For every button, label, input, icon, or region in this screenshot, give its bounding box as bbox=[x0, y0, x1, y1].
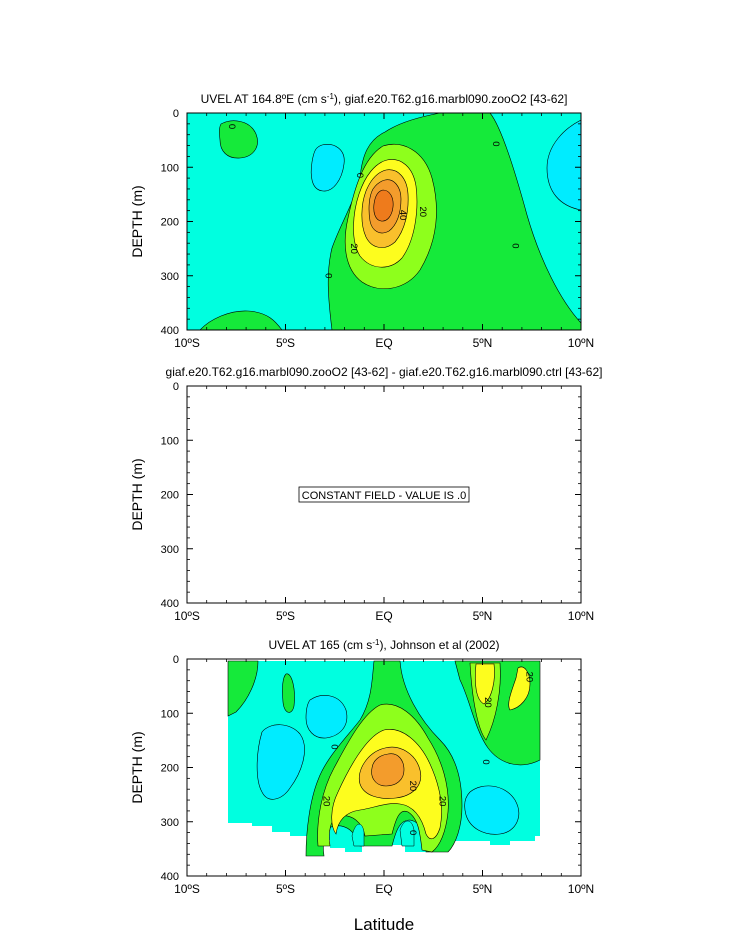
y-tick-label: 400 bbox=[161, 325, 179, 337]
contour-label: 0 bbox=[490, 141, 501, 146]
panel-3-title-superscript: -1 bbox=[372, 638, 380, 647]
y-tick-label: 400 bbox=[161, 598, 179, 610]
contour-label: 20 bbox=[320, 796, 331, 807]
contour-label: 0 bbox=[480, 759, 491, 764]
y-tick-label: 0 bbox=[173, 654, 179, 666]
x-tick-label: 10ºN bbox=[568, 882, 594, 896]
x-tick-label: 10ºN bbox=[568, 336, 594, 350]
panel-3-cyan-finger-b bbox=[399, 820, 415, 847]
contour-label: 0 bbox=[354, 173, 365, 178]
panel-3-orange-max bbox=[371, 753, 405, 787]
contour-label: 0 bbox=[328, 744, 339, 749]
x-tick-label: 5ºS bbox=[276, 336, 295, 350]
panel-3-aqua-pocket-east bbox=[464, 785, 520, 835]
contour-label: 20 bbox=[348, 243, 359, 254]
contour-label: 20 bbox=[482, 697, 493, 708]
contour-label: 0 bbox=[509, 243, 520, 248]
y-tick-label: 100 bbox=[161, 708, 179, 720]
y-tick-label: 300 bbox=[161, 544, 179, 556]
x-tick-label: 5ºN bbox=[473, 609, 493, 623]
x-tick-label: 5ºS bbox=[276, 882, 295, 896]
y-tick-label: 0 bbox=[173, 108, 179, 120]
panel-3-green-west-finger bbox=[282, 673, 295, 713]
panel-3-green-northwest bbox=[227, 660, 259, 717]
panel-3-aqua-pocket-mid bbox=[305, 695, 348, 739]
contour-label: 20 bbox=[407, 781, 418, 792]
panel-3-yellow-east-finger bbox=[508, 666, 531, 711]
panel-3-cyan-finger-a bbox=[351, 824, 365, 847]
x-tick-label: 10ºS bbox=[174, 609, 200, 623]
panel-1-model-uvel: UVEL AT 164.8ºE (cm s-1), giaf.e20.T62.g… bbox=[129, 92, 594, 351]
x-tick-label: EQ bbox=[375, 882, 392, 896]
panel-3-field bbox=[227, 660, 541, 857]
panel-1-green-patch-sw bbox=[199, 310, 283, 330]
panel-1-core-max bbox=[373, 189, 394, 222]
panel-1-field bbox=[187, 113, 581, 330]
panel-1-west-pocket-region bbox=[310, 144, 345, 192]
y-tick-label: 100 bbox=[161, 435, 179, 447]
panel-1-y-axis-label: DEPTH (m) bbox=[129, 185, 145, 257]
panel-2-title: giaf.e20.T62.g16.marbl090.zooO2 [43-62] … bbox=[166, 365, 603, 379]
contour-label: 0 bbox=[322, 273, 333, 278]
panel-1-east-pocket-region bbox=[546, 119, 581, 211]
panel-3-y-axis-label: DEPTH (m) bbox=[129, 731, 145, 803]
panel-2-difference: giaf.e20.T62.g16.marbl090.zooO2 [43-62] … bbox=[129, 365, 602, 623]
panel-1-title-superscript: -1 bbox=[327, 92, 335, 101]
panel-1-green-patch-nw bbox=[219, 120, 258, 159]
x-tick-label: 5ºN bbox=[473, 336, 493, 350]
y-tick-label: 300 bbox=[161, 817, 179, 829]
panel-3-title: UVEL AT 165 (cm s-1), Johnson et al (200… bbox=[268, 638, 499, 653]
x-tick-label: EQ bbox=[375, 609, 392, 623]
x-tick-label: 10ºS bbox=[174, 336, 200, 350]
y-tick-label: 100 bbox=[161, 162, 179, 174]
x-tick-label: EQ bbox=[375, 336, 392, 350]
y-tick-label: 200 bbox=[161, 490, 179, 502]
x-tick-label: 10ºN bbox=[568, 609, 594, 623]
contour-label: 40 bbox=[397, 210, 408, 221]
panel-3-observed-uvel: UVEL AT 165 (cm s-1), Johnson et al (200… bbox=[129, 638, 594, 897]
contour-label: 20 bbox=[417, 206, 428, 217]
contour-label: 20 bbox=[523, 672, 534, 683]
y-tick-label: 200 bbox=[161, 763, 179, 775]
y-tick-label: 300 bbox=[161, 271, 179, 283]
contour-label: 0 bbox=[226, 124, 237, 129]
x-tick-label: 5ºS bbox=[276, 609, 295, 623]
contour-label: 20 bbox=[437, 796, 448, 807]
panel-3-contour-labels: 0 0 0 20 20 20 20 20 bbox=[320, 672, 534, 836]
panel-2-axes: 10ºS 5ºS EQ 5ºN 10ºN 0 100 200 300 400 bbox=[161, 381, 595, 623]
y-tick-label: 400 bbox=[161, 871, 179, 883]
contour-label: 0 bbox=[407, 830, 418, 835]
panel-2-y-axis-label: DEPTH (m) bbox=[129, 458, 145, 530]
x-axis-label: Latitude bbox=[354, 915, 415, 934]
y-tick-label: 200 bbox=[161, 217, 179, 229]
y-tick-label: 0 bbox=[173, 381, 179, 393]
panel-2-annotation-box bbox=[298, 486, 470, 503]
x-tick-label: 10ºS bbox=[174, 882, 200, 896]
panel-3-aqua-pocket-west bbox=[256, 724, 305, 800]
panel-3-yellow-northeast bbox=[474, 663, 495, 705]
x-tick-label: 5ºN bbox=[473, 882, 493, 896]
panel-1-contour-labels: 0 0 0 0 0 20 20 40 bbox=[226, 124, 521, 278]
panel-2-annotation: CONSTANT FIELD - VALUE IS .0 bbox=[302, 490, 466, 502]
panel-1-title: UVEL AT 164.8ºE (cm s-1), giaf.e20.T62.g… bbox=[201, 92, 568, 107]
